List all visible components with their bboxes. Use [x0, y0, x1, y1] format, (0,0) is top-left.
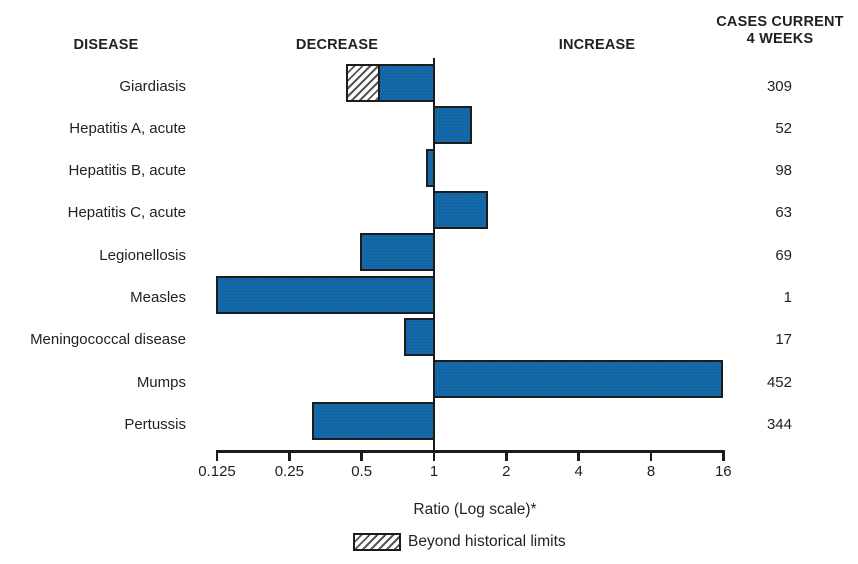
disease-label: Legionellosis — [99, 246, 186, 264]
x-axis-tick — [577, 452, 580, 461]
column-header-increase: INCREASE — [558, 37, 636, 53]
x-axis-tick-label: 0.25 — [274, 463, 304, 480]
column-header-disease: DISEASE — [73, 37, 139, 53]
column-header-decrease: DECREASE — [295, 37, 379, 53]
beyond-historical-limits-segment — [347, 66, 380, 100]
ratio-bar — [433, 106, 473, 145]
ratio-bar — [403, 317, 436, 356]
column-header-cases-line2: 4 WEEKS — [746, 31, 814, 47]
disease-label: Mumps — [136, 373, 186, 391]
x-axis-tick — [722, 452, 725, 461]
x-axis-tick-label: 0.125 — [198, 463, 236, 480]
cases-current-value: 309 — [766, 77, 792, 95]
legend-label: Beyond historical limits — [408, 533, 566, 550]
cases-current-value: 52 — [775, 119, 792, 137]
cases-current-value: 1 — [783, 289, 792, 306]
disease-label: Hepatitis B, acute — [68, 162, 186, 180]
x-axis-tick-label: 2 — [502, 463, 511, 480]
x-axis-tick — [505, 452, 508, 461]
x-axis-tick-label: 4 — [574, 463, 583, 480]
x-axis-line — [215, 450, 725, 453]
ratio-bar — [216, 275, 436, 314]
x-axis-tick — [360, 452, 363, 461]
x-axis-tick — [288, 452, 291, 461]
x-axis-tick — [649, 452, 653, 461]
cases-current-value: 344 — [766, 415, 792, 433]
ratio-bar — [433, 190, 489, 229]
disease-label: Hepatitis C, acute — [67, 204, 186, 222]
disease-label: Measles — [130, 289, 186, 306]
x-axis-title: Ratio (Log scale)* — [413, 501, 537, 518]
x-axis-tick — [432, 452, 436, 461]
x-axis-tick-label: 16 — [714, 463, 732, 480]
ratio-bar — [345, 64, 436, 102]
ratio-bar — [311, 402, 436, 441]
cases-current-value: 98 — [775, 162, 792, 180]
column-header-cases-line1: CASES CURRENT — [716, 14, 844, 30]
x-axis-tick-label: 1 — [429, 463, 439, 480]
ratio-bar — [359, 233, 436, 272]
cases-current-value: 17 — [775, 331, 792, 349]
x-axis-tick-label: 0.5 — [351, 463, 373, 480]
column-header-cases: CASES CURRENT 4 WEEKS — [700, 14, 858, 48]
cases-current-value: 452 — [766, 373, 792, 391]
baseline-ratio-line — [432, 58, 436, 453]
ratio-bar — [433, 360, 724, 399]
disease-label: Pertussis — [124, 415, 186, 433]
cases-current-value: 69 — [775, 246, 792, 264]
disease-label: Hepatitis A, acute — [69, 119, 186, 137]
cases-current-value: 63 — [775, 204, 792, 222]
disease-label: Meningococcal disease — [30, 331, 186, 349]
x-axis-tick — [215, 452, 219, 461]
disease-label: Giardiasis — [119, 77, 186, 95]
legend-hatched-swatch — [353, 533, 401, 551]
x-axis-tick-label: 8 — [646, 463, 656, 480]
